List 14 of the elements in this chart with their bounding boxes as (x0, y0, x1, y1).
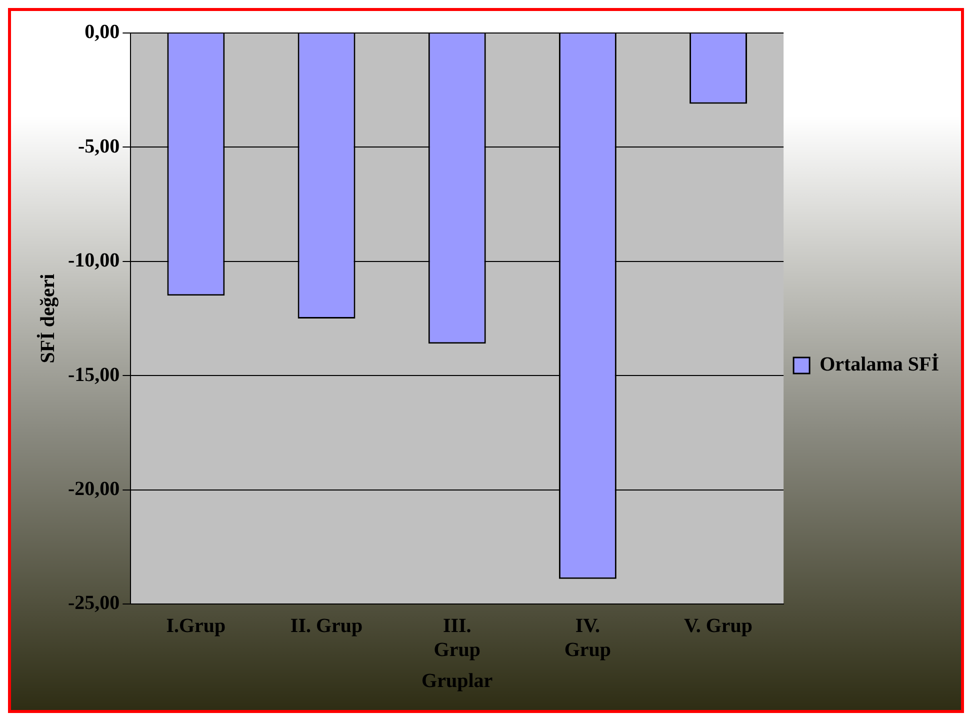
x-tick-label: II. Grup (290, 615, 363, 638)
x-axis-title: Gruplar (422, 670, 493, 692)
y-tick-label: -20,00 (68, 478, 120, 500)
y-tick-label: 0,00 (84, 21, 120, 44)
y-axis-title: SFİ değeri (36, 273, 60, 364)
legend-label: Ortalama SFİ (820, 352, 940, 376)
y-tick-label: -25,00 (68, 592, 120, 614)
x-tick-label: V. Grup (684, 615, 753, 638)
y-tick-label: -10,00 (68, 250, 120, 272)
y-tick-label: -5,00 (78, 135, 120, 158)
y-tick-label: -15,00 (68, 364, 120, 386)
x-tick-label: III. Grup (434, 615, 480, 662)
x-tick-label: I.Grup (166, 615, 226, 638)
x-tick-label: IV. Grup (564, 615, 612, 662)
